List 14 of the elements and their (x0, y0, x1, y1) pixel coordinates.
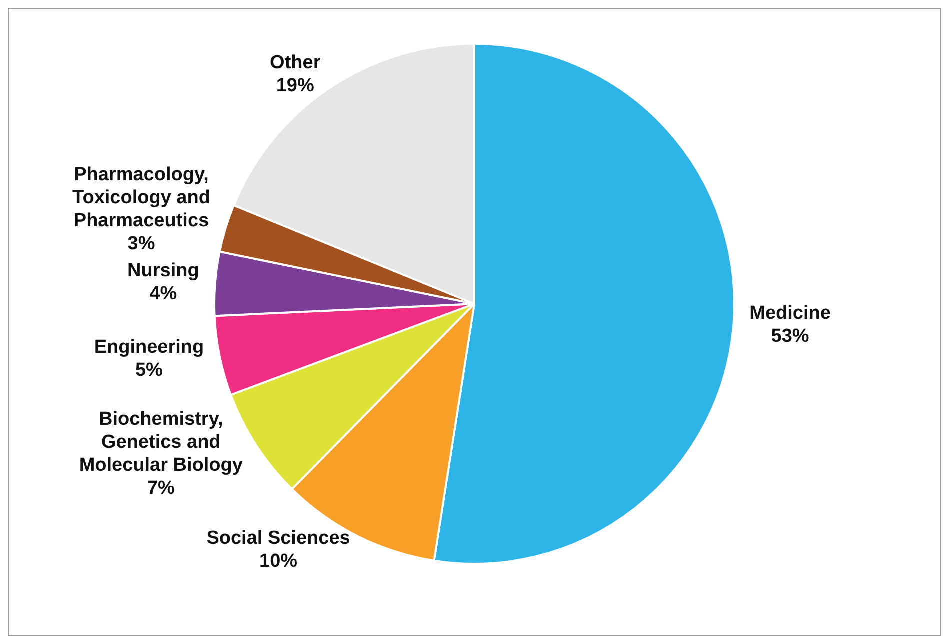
data-label: 7% (147, 478, 175, 499)
data-label: 19% (276, 76, 314, 97)
data-label: 4% (150, 283, 178, 304)
slice-label: Medicine (750, 303, 831, 324)
data-label: 3% (128, 233, 156, 254)
slice-label: Pharmacology, Toxicology and Pharmaceutics (72, 164, 210, 232)
slice-label: Other (270, 52, 322, 74)
data-label: 5% (135, 360, 164, 382)
slice-label: Biochemistry, Genetics and Molecular Biology (79, 408, 244, 476)
slice-label: Engineering (94, 337, 204, 358)
slice-label: Nursing (128, 260, 200, 282)
data-label: 10% (260, 551, 298, 572)
slice-label: Social Sciences (206, 528, 350, 550)
data-label: 53% (771, 326, 810, 348)
